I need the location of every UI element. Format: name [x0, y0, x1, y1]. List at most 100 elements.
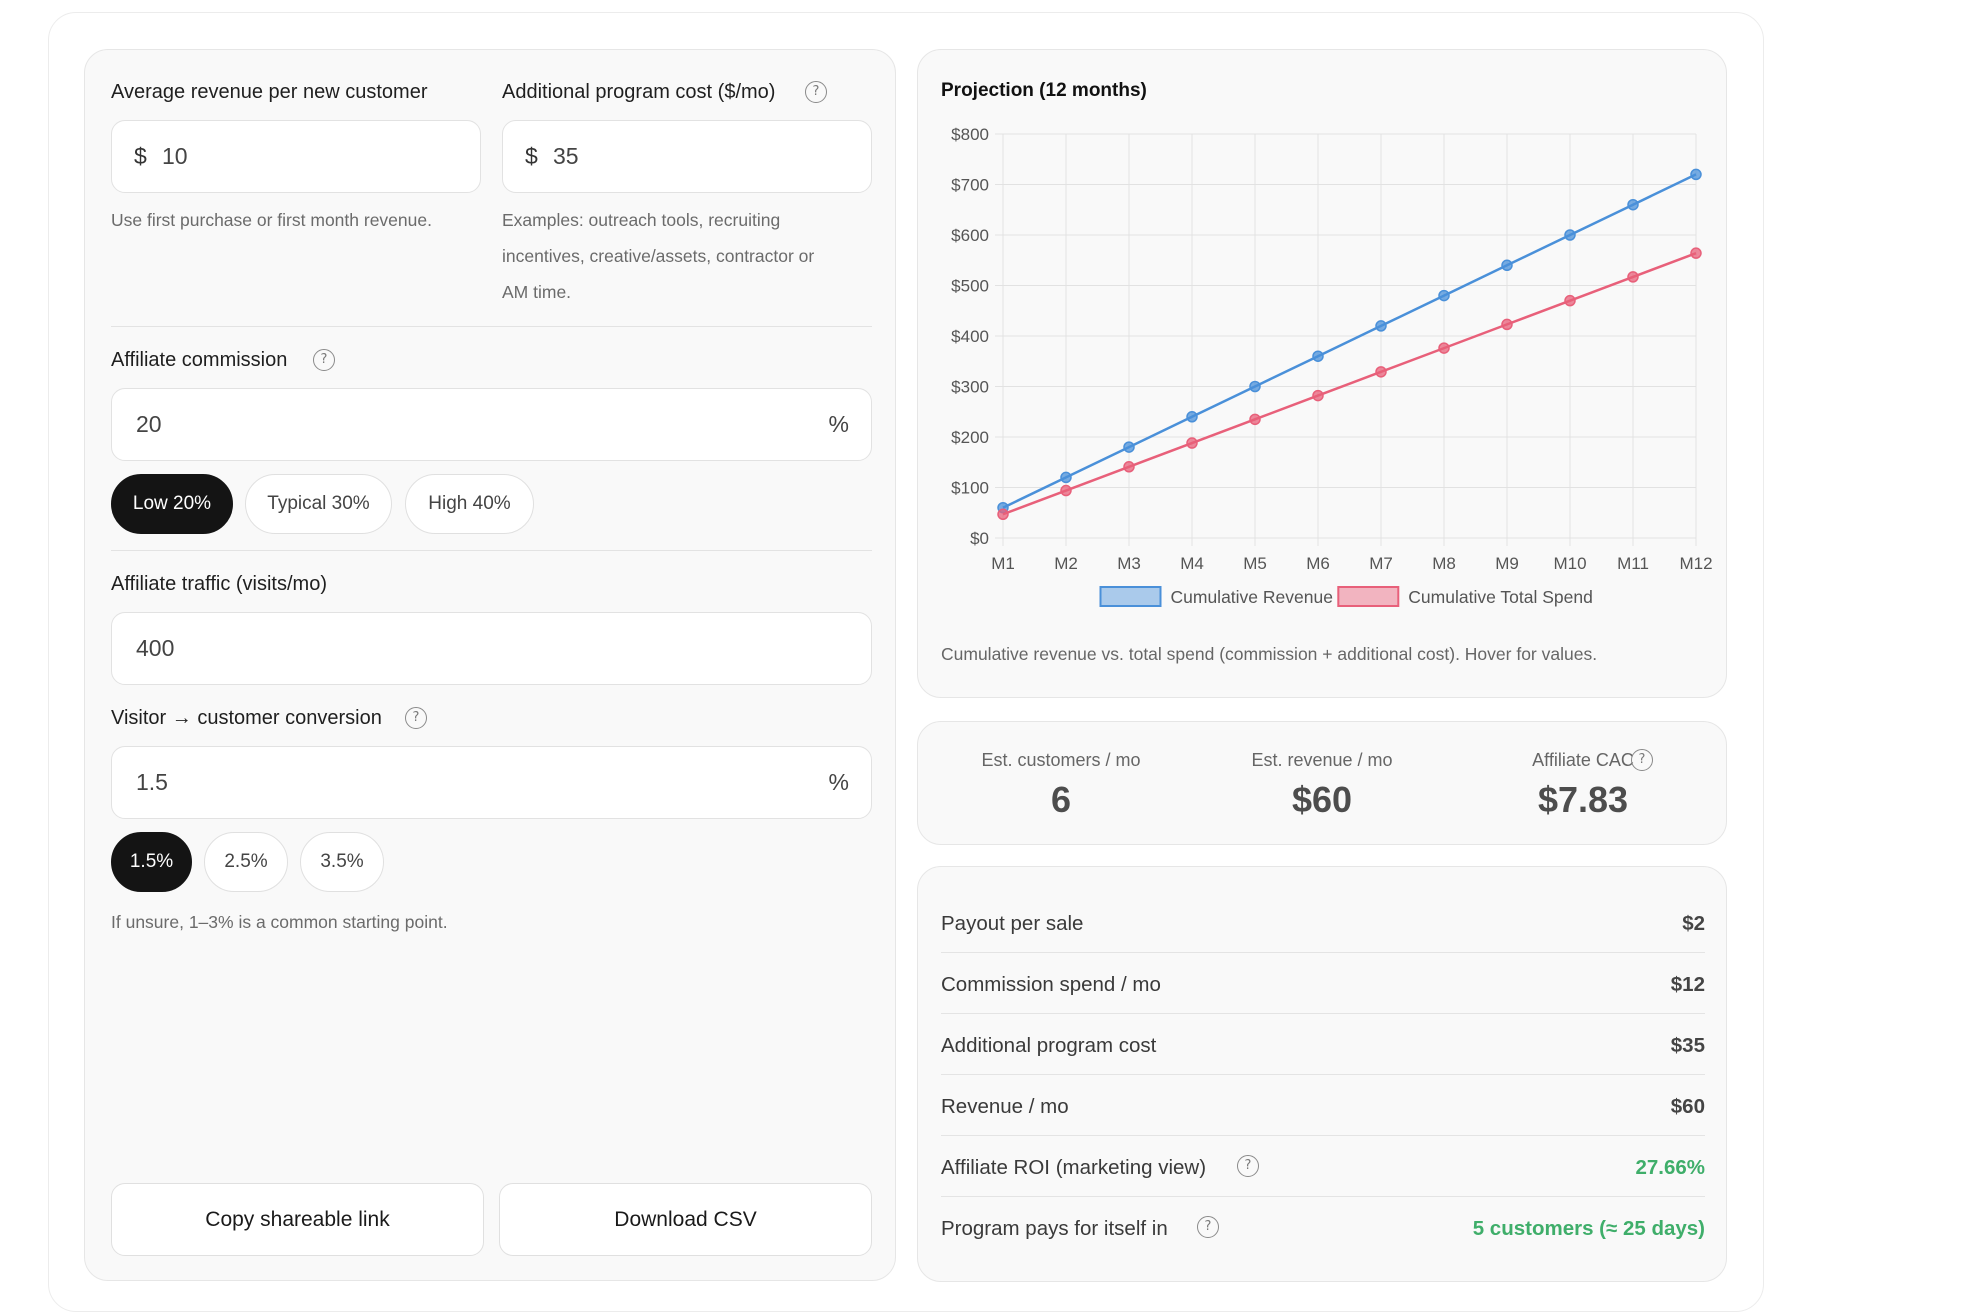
- metric-label: Additional program cost: [941, 1034, 1157, 1057]
- copy-link-button[interactable]: Copy shareable link: [111, 1183, 484, 1256]
- y-tick-label: $600: [951, 226, 989, 245]
- stat-value: $60: [1291, 779, 1353, 820]
- data-point-cumulative-revenue: [1060, 471, 1072, 484]
- data-point-cumulative-revenue: [1249, 380, 1261, 393]
- series-line-cumulative-total-spend: [1002, 252, 1697, 516]
- y-tick-label: $700: [951, 176, 989, 195]
- stat-cac: Affiliate CAC $7.83: [1453, 750, 1713, 821]
- data-point-cumulative-total-spend: [1060, 484, 1072, 497]
- stat-label: Est. revenue / mo: [1251, 750, 1393, 770]
- summary-stats-card: Est. customers / mo 6 Est. revenue / mo …: [917, 721, 1727, 845]
- y-tick-label: $200: [951, 428, 989, 447]
- metric-label: Payout per sale: [941, 912, 1084, 935]
- data-point-cumulative-revenue: [1375, 320, 1387, 332]
- program-cost-value: 35: [553, 143, 579, 169]
- series-line-cumulative-revenue: [1002, 173, 1697, 509]
- payback-help-icon[interactable]: ?: [1197, 1216, 1219, 1238]
- x-tick-label: M4: [1180, 554, 1204, 573]
- commission-preset-typical[interactable]: Typical 30%: [245, 474, 392, 534]
- legend-swatch: [1099, 586, 1162, 607]
- data-point-cumulative-revenue: [1501, 259, 1513, 272]
- data-point-cumulative-total-spend: [1375, 366, 1387, 378]
- roi-help-icon[interactable]: ?: [1237, 1155, 1259, 1177]
- program-cost-hint-line-3: AM time.: [502, 282, 572, 302]
- x-tick-label: M11: [1617, 554, 1649, 573]
- metric-label: Commission spend / mo: [941, 973, 1161, 996]
- program-cost-hint-line-2: incentives, creative/assets, contractor …: [502, 246, 815, 266]
- metric-value: 5 customers (≈ 25 days): [1472, 1217, 1705, 1240]
- metric-value: $12: [1670, 973, 1705, 996]
- data-point-cumulative-total-spend: [1438, 342, 1450, 354]
- x-tick-label: M8: [1432, 554, 1456, 573]
- chart-caption: Cumulative revenue vs. total spend (comm…: [941, 644, 1598, 664]
- data-point-cumulative-total-spend: [1501, 318, 1513, 331]
- x-tick-label: M7: [1369, 554, 1393, 573]
- data-point-cumulative-revenue: [1564, 229, 1576, 241]
- x-tick-label: M12: [1679, 554, 1712, 573]
- data-point-cumulative-revenue: [1123, 441, 1135, 453]
- metric-row-program-cost: Additional program cost $35: [941, 1014, 1705, 1075]
- metric-value: $60: [1670, 1095, 1705, 1118]
- section-divider: [111, 550, 872, 551]
- currency-prefix: $: [525, 143, 538, 169]
- chart-title: Projection (12 months): [941, 80, 1147, 101]
- data-point-cumulative-total-spend: [1249, 413, 1261, 426]
- commission-label: Affiliate commission: [111, 349, 288, 371]
- download-csv-button[interactable]: Download CSV: [499, 1183, 872, 1256]
- program-cost-hint-line-1: Examples: outreach tools, recruiting: [502, 210, 781, 230]
- x-tick-label: M10: [1553, 554, 1586, 573]
- x-tick-label: M9: [1495, 554, 1519, 573]
- data-point-cumulative-total-spend: [1627, 271, 1639, 283]
- metric-row-payout: Payout per sale $2: [941, 892, 1705, 953]
- data-point-cumulative-total-spend: [997, 508, 1009, 521]
- data-point-cumulative-revenue: [1627, 198, 1639, 211]
- section-divider: [111, 326, 872, 327]
- conversion-preset-2-5[interactable]: 2.5%: [204, 832, 288, 892]
- data-point-cumulative-revenue: [1312, 350, 1324, 362]
- data-point-cumulative-revenue: [1186, 411, 1198, 423]
- conversion-preset-1-5[interactable]: 1.5%: [111, 832, 192, 892]
- metric-label: Program pays for itself in: [941, 1217, 1168, 1240]
- cac-help-icon[interactable]: ?: [1631, 749, 1653, 771]
- data-point-cumulative-revenue: [1690, 168, 1702, 181]
- stat-label: Est. customers / mo: [981, 750, 1141, 770]
- conversion-label: Visitor → customer conversion: [111, 707, 382, 729]
- commission-preset-high[interactable]: High 40%: [405, 474, 534, 534]
- data-point-cumulative-total-spend: [1690, 247, 1702, 259]
- commission-help-icon[interactable]: ?: [313, 349, 335, 371]
- projection-chart[interactable]: $0 $100 $200 $300 $400 $500 $600 $700 $800 M1 M2 M3…: [918, 50, 1728, 630]
- metric-value: 27.66%: [1635, 1156, 1705, 1179]
- x-tick-label: M2: [1054, 554, 1078, 573]
- traffic-value: 400: [136, 635, 175, 661]
- conversion-preset-3-5[interactable]: 3.5%: [300, 832, 384, 892]
- metric-row-commission-spend: Commission spend / mo $12: [941, 953, 1705, 1014]
- y-tick-label: $0: [970, 529, 989, 548]
- metric-value: $2: [1682, 912, 1705, 935]
- y-tick-label: $400: [951, 327, 989, 346]
- commission-input[interactable]: 20 %: [111, 388, 872, 461]
- data-point-cumulative-total-spend: [1564, 294, 1576, 307]
- avg-revenue-input[interactable]: $ 10: [111, 120, 481, 193]
- projection-chart-card: Projection (12 months) $0 $100 $200 $300 $40…: [917, 49, 1727, 698]
- conversion-help-icon[interactable]: ?: [405, 707, 427, 729]
- metrics-breakdown-card: Payout per sale $2 Commission spend / mo…: [917, 866, 1727, 1282]
- program-cost-label: Additional program cost ($/mo): [502, 81, 776, 103]
- metric-label: Affiliate ROI (marketing view): [941, 1156, 1207, 1179]
- y-tick-label: $500: [951, 277, 989, 296]
- program-cost-help-icon[interactable]: ?: [805, 81, 827, 103]
- currency-prefix: $: [134, 143, 147, 169]
- data-point-cumulative-total-spend: [1123, 461, 1135, 473]
- y-tick-label: $100: [951, 479, 989, 498]
- stat-revenue: Est. revenue / mo $60: [1192, 750, 1452, 821]
- traffic-input[interactable]: 400: [111, 612, 872, 685]
- legend-swatch: [1337, 586, 1400, 607]
- commission-preset-low[interactable]: Low 20%: [111, 474, 233, 534]
- conversion-input[interactable]: 1.5 %: [111, 746, 872, 819]
- percent-suffix: %: [828, 769, 849, 795]
- stat-customers: Est. customers / mo 6: [931, 750, 1191, 821]
- stat-value: $7.83: [1537, 779, 1629, 820]
- x-tick-label: M3: [1117, 554, 1141, 573]
- data-point-cumulative-revenue: [1438, 289, 1450, 302]
- legend-label: Cumulative Total Spend: [1408, 587, 1593, 607]
- program-cost-input[interactable]: $ 35: [502, 120, 872, 193]
